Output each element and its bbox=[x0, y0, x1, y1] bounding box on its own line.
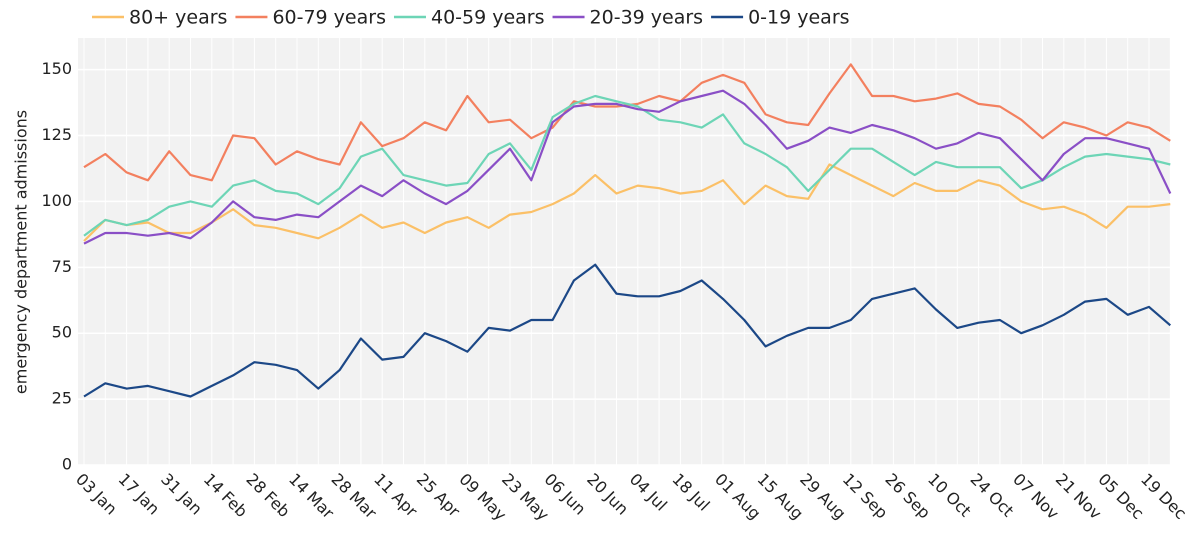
plot-background bbox=[78, 38, 1170, 465]
x-tick-label: 10 Oct bbox=[924, 470, 975, 521]
series-line bbox=[83, 94, 1171, 237]
x-tick-label: 14 Mar bbox=[285, 470, 338, 523]
legend-label: 20-39 years bbox=[590, 7, 704, 29]
legend-item: 80+ years bbox=[92, 7, 227, 29]
legend-label: 80+ years bbox=[129, 7, 227, 29]
x-tick-label: 04 Jul bbox=[626, 470, 671, 515]
legend-label: 40-59 years bbox=[431, 7, 545, 29]
legend-label: 60-79 years bbox=[272, 7, 386, 29]
x-tick-label: 03 Jan bbox=[72, 470, 121, 519]
y-tick-label: 125 bbox=[41, 125, 72, 144]
legend-label: 0-19 years bbox=[748, 7, 849, 29]
x-tick-label: 28 Mar bbox=[328, 470, 381, 523]
legend-item: 40-59 years bbox=[393, 7, 545, 29]
x-tick-label: 21 Nov bbox=[1052, 470, 1106, 524]
y-tick-label: 150 bbox=[41, 59, 72, 78]
y-tick-label: 25 bbox=[52, 389, 72, 408]
x-tick-label: 19 Dec bbox=[1137, 470, 1190, 523]
legend-item: 20-39 years bbox=[552, 7, 704, 29]
x-tick-label: 01 Aug bbox=[711, 470, 765, 524]
x-tick-label: 17 Jan bbox=[115, 470, 164, 519]
legend-item: 0-19 years bbox=[711, 7, 850, 29]
x-tick-label: 12 Sep bbox=[839, 470, 892, 523]
x-tick-label: 28 Feb bbox=[242, 470, 293, 521]
x-tick-label: 24 Oct bbox=[967, 470, 1018, 521]
y-tick-label: 75 bbox=[52, 257, 72, 276]
x-tick-label: 25 Apr bbox=[413, 470, 464, 521]
x-tick-label: 07 Nov bbox=[1009, 470, 1063, 524]
x-tick-label: 18 Jul bbox=[668, 470, 713, 515]
legend-item: 60-79 years bbox=[235, 7, 386, 29]
series-line bbox=[83, 263, 1172, 398]
x-tick-label: 05 Dec bbox=[1094, 470, 1147, 523]
x-tick-label: 14 Feb bbox=[200, 470, 251, 521]
x-tick-label: 26 Sep bbox=[881, 470, 934, 523]
y-axis-label: emergency department admissions bbox=[12, 110, 31, 394]
series-line bbox=[83, 89, 1172, 245]
x-tick-label: 11 Apr bbox=[370, 470, 421, 521]
series-line bbox=[83, 63, 1171, 182]
x-tick-label: 31 Jan bbox=[157, 470, 206, 519]
y-tick-label: 50 bbox=[52, 323, 72, 342]
series-line bbox=[83, 163, 1171, 242]
y-tick-label: 100 bbox=[41, 191, 72, 210]
x-tick-label: 29 Aug bbox=[796, 470, 850, 524]
y-tick-label: 0 bbox=[62, 455, 72, 474]
x-tick-label: 15 Aug bbox=[754, 470, 808, 524]
x-tick-label: 20 Jun bbox=[583, 470, 632, 519]
